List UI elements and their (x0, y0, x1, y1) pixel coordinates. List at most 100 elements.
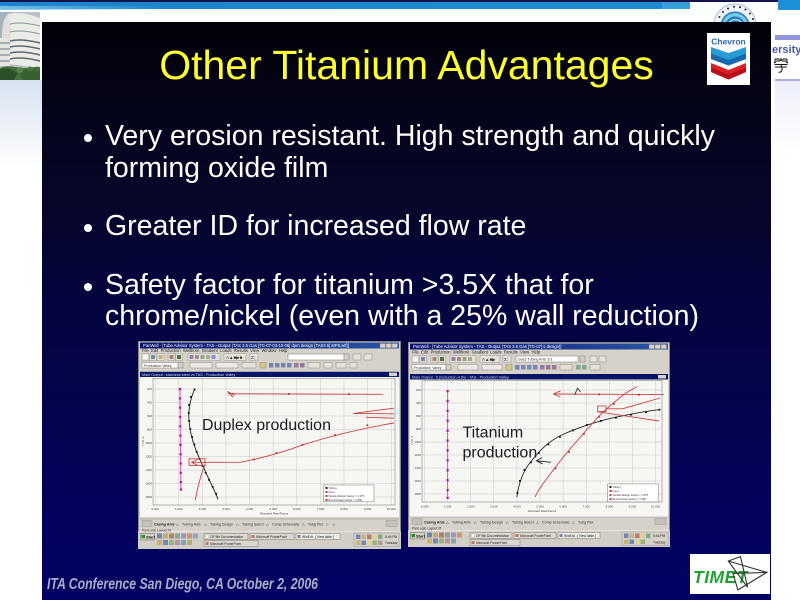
svg-text:7.000: 7.000 (317, 507, 325, 511)
svg-text:Microsoft PowerPoint: Microsoft PowerPoint (256, 535, 287, 539)
svg-text:1800: 1800 (145, 495, 152, 499)
svg-text:△: △ (266, 523, 270, 527)
svg-text:PanLogic Layout.tif: PanLogic Layout.tif (412, 527, 441, 531)
svg-text:Titanium: Titanium (463, 425, 524, 442)
svg-text:Tensile Design Factor = 1.375: Tensile Design Factor = 1.375 (613, 493, 649, 497)
svg-text:4.000: 4.000 (513, 505, 521, 509)
svg-text:8.000: 8.000 (340, 507, 348, 511)
svg-text:1600: 1600 (145, 482, 152, 486)
svg-text:6.000: 6.000 (559, 505, 567, 509)
svg-text:Start: Start (416, 534, 426, 539)
svg-text:2.000: 2.000 (199, 507, 207, 511)
svg-text:600: 600 (416, 414, 421, 418)
svg-text:Burst Design Factor = 1.080: Burst Design Factor = 1.080 (613, 497, 647, 501)
svg-text:production: production (463, 445, 538, 462)
svg-text:Tubing Design: Tubing Design (480, 521, 503, 525)
svg-text:Allocated Rate/Factor: Allocated Rate/Factor (260, 512, 289, 516)
svg-text:800: 800 (147, 428, 152, 432)
svg-text:Chevron: Chevron (711, 37, 745, 47)
svg-text:1400: 1400 (145, 468, 152, 472)
svg-text:△: △ (446, 521, 450, 525)
svg-text:A▲■▶: A▲■▶ (482, 357, 496, 362)
svg-text:Tubing Select: Tubing Select (512, 521, 534, 525)
svg-text:Main Output : stainless steel: Main Output : stainless steel vs TAS - P… (142, 373, 235, 377)
svg-text:Tubing: Tubing (329, 486, 338, 490)
svg-text:A▲■▶■: A▲■▶■ (226, 355, 243, 360)
svg-text:2.000: 2.000 (467, 505, 475, 509)
svg-text:400: 400 (416, 401, 421, 405)
svg-text:▷: ▷ (326, 523, 330, 527)
svg-text:TVD, ft: TVD, ft (141, 436, 145, 446)
svg-text:Tubg Plot: Tubg Plot (578, 521, 593, 525)
svg-text:OF 9th Documentation: OF 9th Documentation (210, 535, 243, 539)
svg-text:600: 600 (147, 414, 152, 418)
svg-text:△: △ (204, 523, 208, 527)
svg-text:File Edit Production Wellbo: File Edit Production Wellbore Gradient L… (412, 349, 541, 354)
svg-text:1400: 1400 (414, 466, 421, 470)
svg-text:200: 200 (416, 388, 421, 392)
svg-text:PanWell - [Tube Advisor System: PanWell - [Tube Advisor System - TAS - O… (413, 344, 561, 349)
svg-text:Tubing Anls: Tubing Anls (182, 523, 201, 527)
svg-text:1000: 1000 (145, 441, 152, 445)
svg-text:WinEdt - [ New table ]: WinEdt - [ New table ] (302, 535, 334, 539)
svg-text:3.000: 3.000 (490, 505, 498, 509)
svg-text:Burst Design Factor = 1.080: Burst Design Factor = 1.080 (329, 498, 363, 502)
svg-text:△: △ (536, 521, 540, 525)
svg-text:Input: Input (329, 490, 335, 494)
svg-text:Tuesday: Tuesday (385, 541, 398, 545)
svg-text:Tensile Design Factor = 1.375: Tensile Design Factor = 1.375 (329, 494, 365, 498)
svg-text:Comp Schematic: Comp Schematic (542, 521, 570, 525)
svg-text:△: △ (302, 523, 306, 527)
svg-text:Casing Anls: Casing Anls (154, 523, 175, 527)
svg-text:Duplex production: Duplex production (202, 417, 331, 434)
svg-text:7.000: 7.000 (582, 505, 590, 509)
svg-text:Tuesday: Tuesday (653, 541, 666, 545)
svg-text:File Edit Production Wellbo: File Edit Production Wellbore Gradient L… (142, 348, 288, 353)
svg-text:△: △ (506, 521, 510, 525)
svg-text:Microsoft PowerPoint: Microsoft PowerPoint (210, 542, 241, 546)
svg-text:10.000: 10.000 (651, 505, 661, 509)
svg-text:Comp Schematic: Comp Schematic (272, 523, 300, 527)
svg-text:Tubing: Tubing (613, 485, 622, 489)
svg-text:1600: 1600 (414, 479, 421, 483)
svg-text:△: △ (236, 523, 240, 527)
svg-text:9.000: 9.000 (629, 505, 637, 509)
svg-text:◁: ◁ (332, 523, 336, 527)
svg-text:Allocated Rate/Factor: Allocated Rate/Factor (528, 509, 557, 513)
svg-text:PanLogic Layout.tif: PanLogic Layout.tif (142, 528, 171, 532)
svg-text:5.000: 5.000 (536, 505, 544, 509)
svg-text:WinEdt - [ New table ]: WinEdt - [ New table ] (564, 534, 596, 538)
svg-text:Tubing Design: Tubing Design (210, 523, 233, 527)
svg-text:PanWell - [Tube Advisor System: PanWell - [Tube Advisor System - TAS - O… (143, 343, 349, 348)
svg-text:1.000: 1.000 (444, 505, 452, 509)
svg-text:0.000: 0.000 (151, 507, 159, 511)
svg-text:Production Valley: Production Valley (414, 366, 442, 370)
svg-text:1200: 1200 (414, 453, 421, 457)
svg-text:5.000: 5.000 (269, 507, 277, 511)
svg-text:△: △ (572, 521, 576, 525)
svg-text:Input: Input (613, 489, 619, 493)
svg-text:1.000: 1.000 (175, 507, 183, 511)
svg-text:Production Valley: Production Valley (144, 364, 172, 368)
svg-text:Main Output : ti production 4.: Main Output : ti production 4.5in - TAS … (412, 375, 509, 379)
svg-text:3.000: 3.000 (222, 507, 230, 511)
svg-text:Tubing Select: Tubing Select (242, 523, 264, 527)
svg-text:△: △ (474, 521, 478, 525)
svg-text:4.000: 4.000 (246, 507, 254, 511)
svg-text:Start: Start (146, 535, 156, 540)
svg-text:8.000: 8.000 (606, 505, 614, 509)
svg-text:Casing Anls: Casing Anls (424, 521, 445, 525)
svg-text:1000: 1000 (414, 440, 421, 444)
svg-text:6.000: 6.000 (293, 507, 301, 511)
svg-text:Σ;: Σ; (504, 357, 508, 363)
svg-text:400: 400 (147, 401, 152, 405)
svg-text:1200: 1200 (145, 455, 152, 459)
svg-text:TIMET: TIMET (693, 567, 749, 587)
svg-text:5:46 PM: 5:46 PM (385, 535, 398, 539)
svg-text:9.000: 9.000 (364, 507, 372, 511)
svg-text:Microsoft PowerPoint: Microsoft PowerPoint (476, 541, 507, 545)
svg-text:5:46 PM: 5:46 PM (653, 534, 666, 538)
svg-text:Tubing Anls: Tubing Anls (452, 521, 471, 525)
svg-text:0.000: 0.000 (421, 505, 429, 509)
svg-text:△: △ (176, 523, 180, 527)
